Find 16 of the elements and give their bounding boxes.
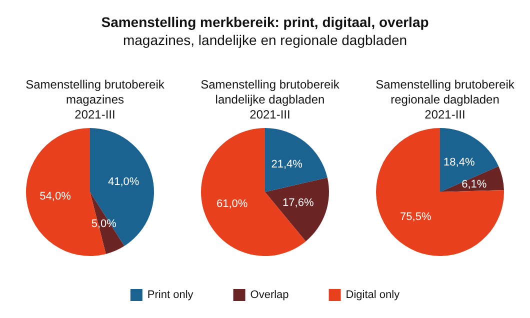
text: magazines, landelijke en regionale dagbladen	[122, 32, 408, 48]
chart-title: Samenstelling brutobereik magazines 2021-III	[26, 78, 166, 122]
legend-label: Print only	[147, 289, 194, 301]
data-label: 21,4%	[271, 158, 303, 171]
text: Samenstelling merkbereik: print, digitaal, overlap	[101, 14, 429, 30]
chart-title: Samenstelling brutobereik landelijke dagbladen 2021-III	[200, 78, 340, 122]
data-label: 17,6%	[282, 197, 314, 210]
data-label: 61,0%	[216, 198, 248, 210]
legend-label: Digital only	[346, 289, 400, 301]
chart-title: Samenstelling brutobereik regionale dagbladen 2021-III	[376, 78, 516, 122]
legend-label: Overlap	[250, 289, 289, 301]
data-label: 41,0%	[108, 176, 140, 188]
data-label: 6,1%	[462, 178, 487, 190]
data-label: 54,0%	[40, 190, 72, 202]
data-label: 75,5%	[400, 211, 432, 224]
data-label: 18,4%	[444, 156, 475, 169]
